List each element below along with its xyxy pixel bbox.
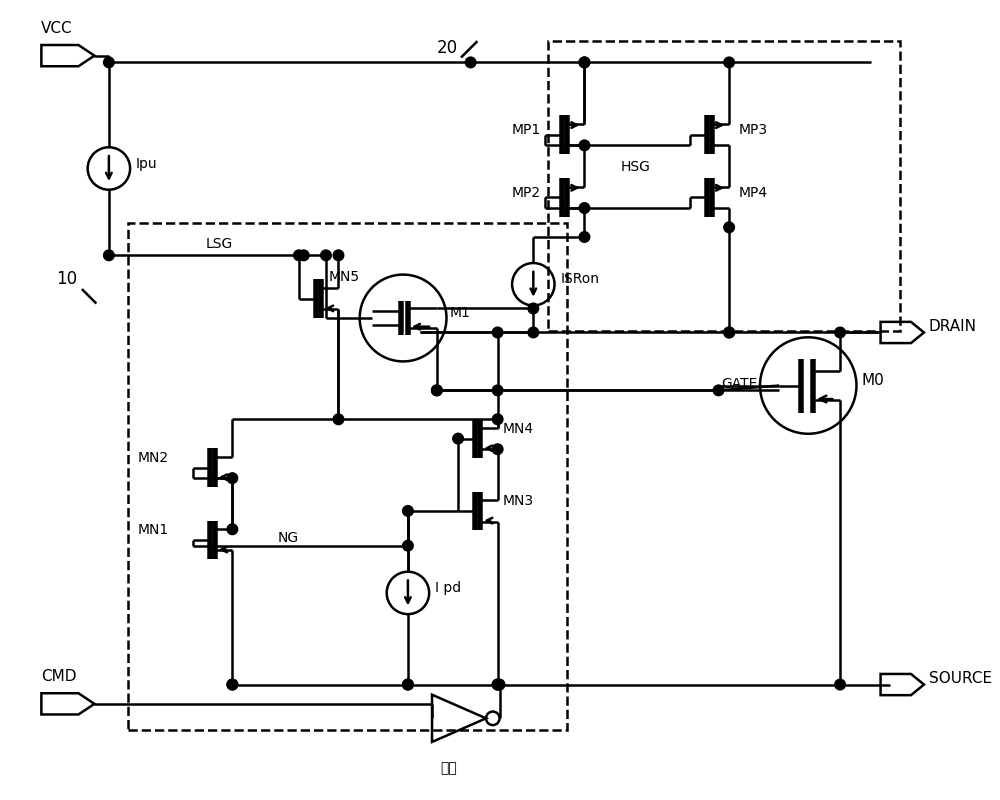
- Circle shape: [333, 250, 344, 261]
- Circle shape: [104, 57, 114, 68]
- Text: MN3: MN3: [502, 494, 534, 508]
- Text: 20: 20: [437, 39, 458, 57]
- Circle shape: [465, 57, 476, 68]
- Circle shape: [579, 57, 590, 68]
- Circle shape: [724, 327, 734, 338]
- Circle shape: [528, 327, 539, 338]
- Circle shape: [492, 444, 503, 454]
- Text: MP1: MP1: [511, 123, 540, 137]
- Circle shape: [227, 473, 238, 483]
- Circle shape: [724, 327, 734, 338]
- Text: ISRon: ISRon: [560, 273, 599, 286]
- Circle shape: [298, 250, 309, 261]
- Bar: [128, 223, 567, 730]
- Circle shape: [227, 679, 238, 690]
- Text: CMD: CMD: [41, 670, 77, 684]
- Circle shape: [492, 385, 503, 396]
- Text: M0: M0: [861, 374, 884, 388]
- Circle shape: [227, 679, 238, 690]
- Circle shape: [492, 679, 503, 690]
- Text: MP2: MP2: [511, 186, 540, 200]
- Circle shape: [724, 57, 734, 68]
- Circle shape: [492, 414, 503, 425]
- Circle shape: [579, 202, 590, 214]
- Circle shape: [492, 327, 503, 338]
- Text: GATE: GATE: [721, 377, 758, 390]
- Circle shape: [579, 140, 590, 150]
- Circle shape: [835, 679, 845, 690]
- Text: MP4: MP4: [739, 186, 768, 200]
- Text: 非门: 非门: [440, 762, 457, 775]
- Circle shape: [453, 434, 463, 444]
- Circle shape: [713, 385, 724, 396]
- Text: DRAIN: DRAIN: [929, 319, 977, 334]
- Circle shape: [403, 506, 413, 516]
- Text: VCC: VCC: [41, 21, 73, 36]
- Circle shape: [104, 250, 114, 261]
- Circle shape: [321, 250, 331, 261]
- Text: MN5: MN5: [329, 270, 360, 285]
- Text: MN1: MN1: [138, 523, 169, 538]
- Text: MP3: MP3: [739, 123, 768, 137]
- Circle shape: [579, 232, 590, 242]
- Circle shape: [432, 385, 442, 396]
- Circle shape: [403, 679, 413, 690]
- Text: HSG: HSG: [620, 159, 650, 174]
- Text: MN4: MN4: [502, 422, 534, 436]
- Text: 10: 10: [56, 270, 77, 289]
- Circle shape: [432, 385, 442, 396]
- Text: NG: NG: [278, 531, 299, 545]
- Circle shape: [494, 679, 505, 690]
- Text: Ipu: Ipu: [136, 157, 158, 170]
- Circle shape: [403, 540, 413, 551]
- Circle shape: [528, 303, 539, 314]
- Circle shape: [227, 524, 238, 534]
- Circle shape: [294, 250, 304, 261]
- Text: SOURCE: SOURCE: [929, 671, 992, 686]
- Circle shape: [724, 222, 734, 233]
- Circle shape: [333, 414, 344, 425]
- Text: M1: M1: [449, 306, 470, 320]
- Circle shape: [835, 327, 845, 338]
- Circle shape: [492, 679, 503, 690]
- Text: LSG: LSG: [205, 237, 233, 250]
- Text: I pd: I pd: [435, 581, 461, 595]
- Circle shape: [403, 679, 413, 690]
- Text: MN2: MN2: [138, 451, 169, 465]
- Circle shape: [579, 57, 590, 68]
- Bar: [548, 41, 900, 330]
